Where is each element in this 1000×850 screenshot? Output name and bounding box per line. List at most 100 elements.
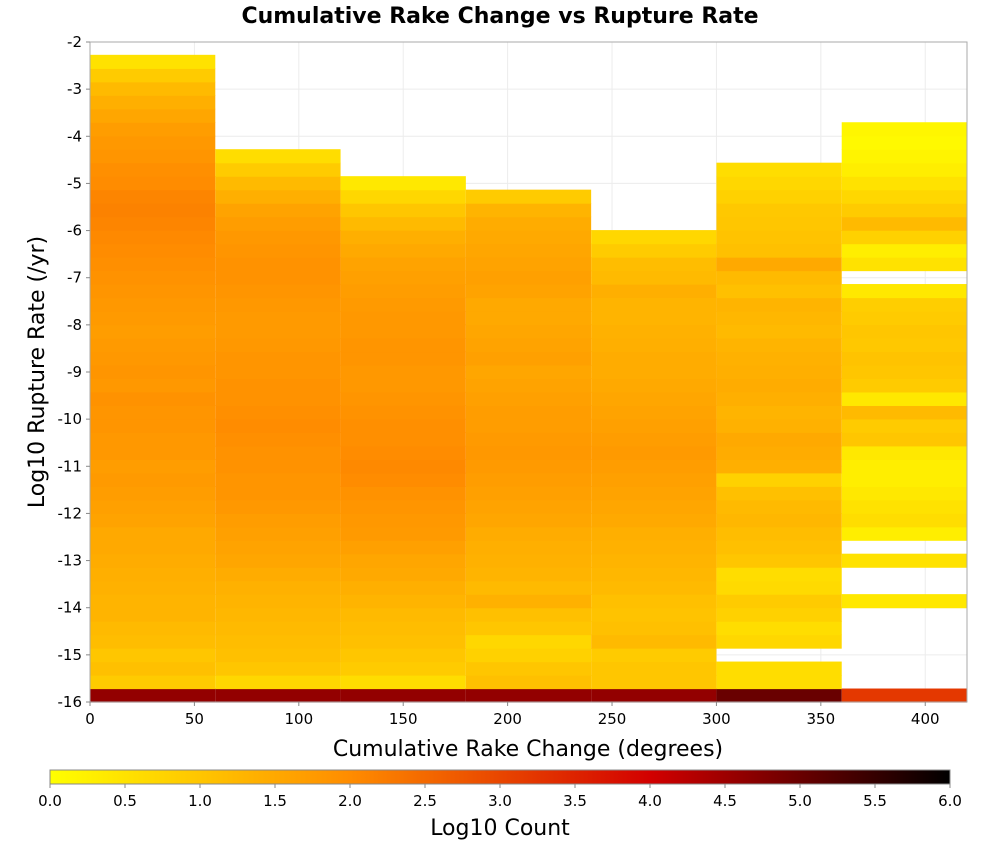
heatmap-cell <box>215 459 341 474</box>
heatmap-cell <box>591 310 717 326</box>
heatmap-cell <box>340 337 466 353</box>
x-tick-label: 150 <box>389 710 418 728</box>
heatmap-cell <box>215 648 341 663</box>
heatmap-cell <box>90 297 216 312</box>
heatmap-cell <box>90 675 216 690</box>
heatmap-cell <box>90 580 216 595</box>
heatmap-cells <box>90 54 967 703</box>
colorbar-tick-label: 6.0 <box>938 792 962 810</box>
heatmap-cell <box>90 459 216 474</box>
heatmap-cell <box>215 257 341 272</box>
heatmap-cell <box>465 594 592 609</box>
heatmap-cell <box>841 459 967 474</box>
heatmap-cell <box>465 567 592 582</box>
heatmap-cell <box>90 257 216 272</box>
heatmap-cell <box>591 337 717 353</box>
heatmap-cell <box>340 634 466 649</box>
heatmap-cell <box>215 176 341 191</box>
colorbar-tick-label: 3.0 <box>488 792 512 810</box>
colorbar-tick-label: 2.0 <box>338 792 362 810</box>
heatmap-cell <box>90 162 216 177</box>
heatmap-cell <box>90 526 216 541</box>
heatmap-cell <box>90 594 216 609</box>
heatmap-cell <box>465 607 592 622</box>
heatmap-cell <box>716 621 842 636</box>
heatmap-cell <box>841 176 967 191</box>
chart-title: Cumulative Rake Change vs Rupture Rate <box>241 4 758 29</box>
heatmap-cell <box>215 230 341 245</box>
heatmap-cell <box>215 203 341 218</box>
heatmap-cell <box>841 284 967 299</box>
heatmap-cell <box>340 472 466 487</box>
heatmap-cell <box>841 688 967 703</box>
heatmap-cell <box>340 526 466 541</box>
heatmap-cell <box>90 567 216 582</box>
heatmap-cell <box>90 445 216 460</box>
heatmap-cell <box>340 324 466 339</box>
heatmap-cell <box>591 567 717 582</box>
heatmap-cell <box>591 688 717 703</box>
heatmap-cell <box>90 648 216 663</box>
heatmap-cell <box>340 310 466 326</box>
colorbar-tick-label: 1.5 <box>263 792 287 810</box>
heatmap-cell <box>465 540 592 555</box>
heatmap-cell <box>215 621 341 636</box>
y-tick-label: -2 <box>67 33 82 51</box>
heatmap-cell <box>591 675 717 690</box>
heatmap-cell <box>716 526 842 541</box>
heatmap-cell <box>215 284 341 299</box>
heatmap-cell <box>215 243 341 258</box>
heatmap-cell <box>340 257 466 272</box>
heatmap-cell <box>465 580 592 595</box>
heatmap-cell <box>716 607 842 622</box>
heatmap-cell <box>90 149 216 164</box>
heatmap-cell <box>465 621 592 636</box>
heatmap-cell <box>716 284 842 299</box>
heatmap-cell <box>465 216 592 231</box>
heatmap-cell <box>215 149 341 164</box>
heatmap-cell <box>340 378 466 393</box>
heatmap-cell <box>90 108 216 123</box>
heatmap-cell <box>465 526 592 541</box>
heatmap-cell <box>340 499 466 514</box>
heatmap-cell <box>90 270 216 285</box>
heatmap-cell <box>591 405 717 420</box>
x-tick-label: 100 <box>284 710 313 728</box>
heatmap-cell <box>340 567 466 582</box>
x-tick-label: 200 <box>493 710 522 728</box>
heatmap-cell <box>465 297 592 312</box>
heatmap-cell <box>716 513 842 528</box>
heatmap-cell <box>591 445 717 460</box>
heatmap-cell <box>841 149 967 164</box>
heatmap-cell <box>591 270 717 285</box>
heatmap-cell <box>841 445 967 460</box>
heatmap-cell <box>340 189 466 204</box>
heatmap-cell <box>465 189 592 204</box>
heatmap-cell <box>90 324 216 339</box>
heatmap-cell <box>591 472 717 487</box>
heatmap-cell <box>215 661 341 676</box>
y-axis-label: Log10 Rupture Rate (/yr) <box>25 236 50 508</box>
heatmap-cell <box>90 176 216 191</box>
heatmap-cell <box>465 486 592 501</box>
heatmap-cell <box>215 324 341 339</box>
heatmap-cell <box>465 391 592 406</box>
heatmap-cell <box>841 122 967 137</box>
x-axis-label: Cumulative Rake Change (degrees) <box>333 737 723 762</box>
heatmap-cell <box>90 189 216 204</box>
x-tick-label: 400 <box>911 710 940 728</box>
heatmap-cell <box>340 203 466 218</box>
heatmap-cell <box>90 364 216 380</box>
heatmap-cell <box>841 310 967 326</box>
heatmap-cell <box>215 270 341 285</box>
heatmap-cell <box>465 284 592 299</box>
y-tick-label: -3 <box>67 80 82 98</box>
heatmap-cell <box>591 621 717 636</box>
heatmap-cell <box>591 553 717 568</box>
heatmap-cell <box>716 230 842 245</box>
heatmap-cell <box>841 189 967 204</box>
heatmap-cell <box>90 81 216 96</box>
heatmap-cell <box>716 661 842 676</box>
heatmap-cell <box>591 661 717 676</box>
y-tick-label: -8 <box>67 316 82 334</box>
